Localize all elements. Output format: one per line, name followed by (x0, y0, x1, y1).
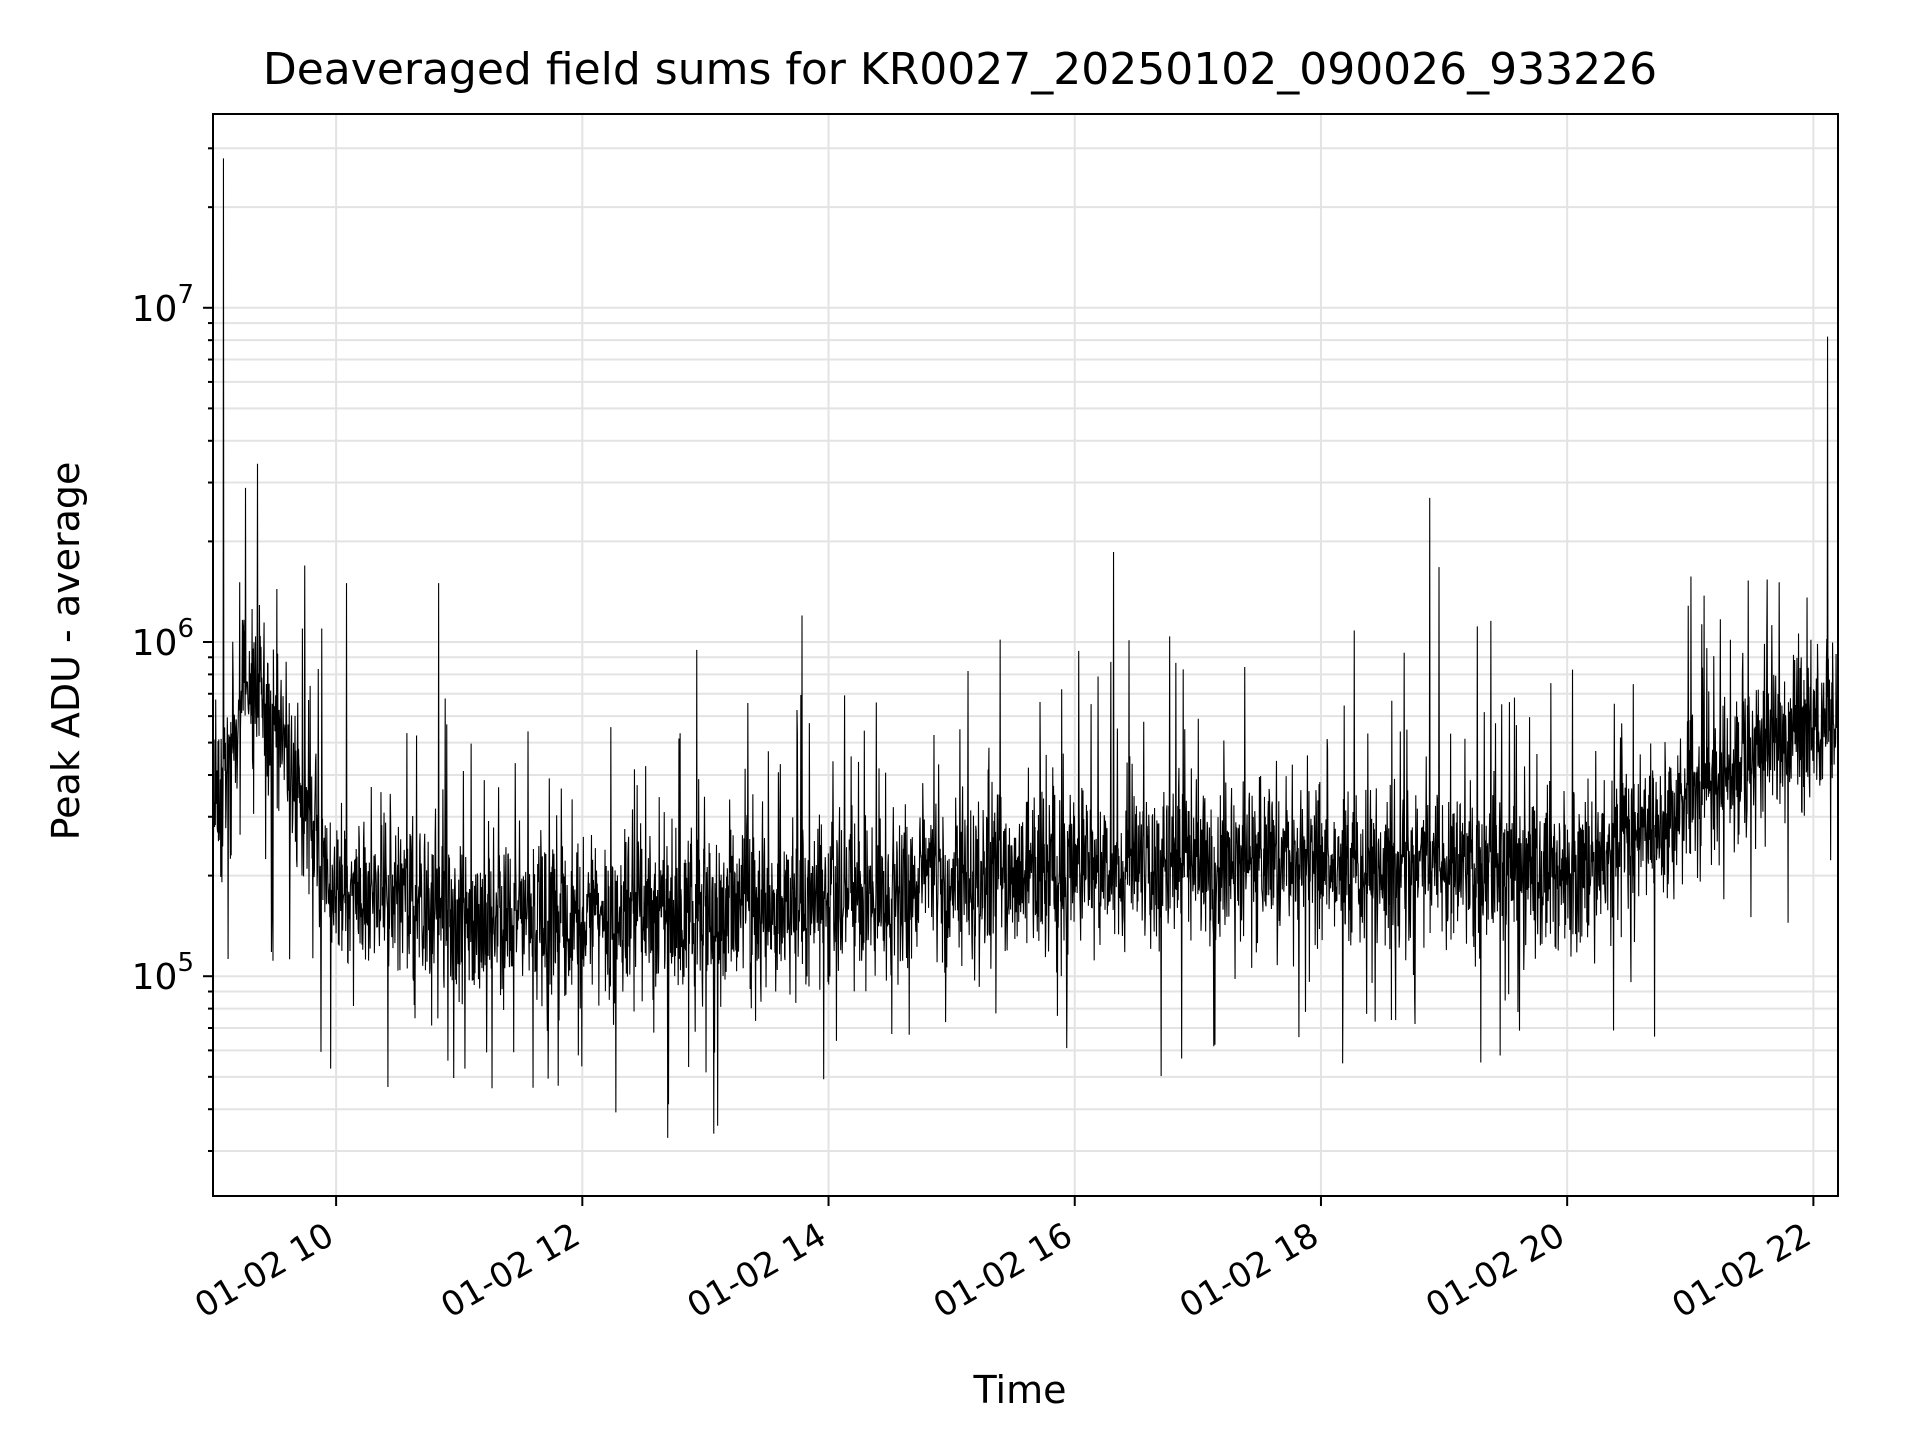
x-axis-label: Time (973, 1368, 1067, 1412)
x-tick-label: 01-02 12 (434, 1215, 586, 1326)
x-tick-label: 01-02 16 (927, 1215, 1079, 1326)
y-tick-label: 105 (132, 948, 194, 998)
grid-layer (213, 114, 1838, 1196)
y-tick-base: 10 (132, 957, 178, 998)
plot-frame (212, 113, 1839, 1197)
chart-title: Deaveraged field sums for KR0027_2025010… (262, 44, 1658, 95)
y-tick-exponent: 6 (177, 614, 194, 644)
series-line (212, 158, 1839, 1138)
y-tick-base: 10 (132, 289, 178, 330)
x-tick-label: 01-02 10 (188, 1215, 340, 1326)
x-tick-label: 01-02 20 (1419, 1215, 1571, 1326)
x-tick-label: 01-02 22 (1665, 1215, 1817, 1326)
y-tick-base: 10 (132, 623, 178, 664)
y-tick-exponent: 5 (177, 948, 194, 978)
y-tick-exponent: 7 (177, 280, 194, 310)
x-tick-label: 01-02 14 (681, 1215, 833, 1326)
ticks-layer: 01-02 10 01-02 12 01-02 14 01-02 16 01-02 18… (132, 147, 1818, 1326)
y-tick-label: 106 (132, 614, 194, 664)
x-tick-label: 01-02 18 (1173, 1215, 1325, 1326)
y-tick-label: 107 (132, 280, 194, 330)
